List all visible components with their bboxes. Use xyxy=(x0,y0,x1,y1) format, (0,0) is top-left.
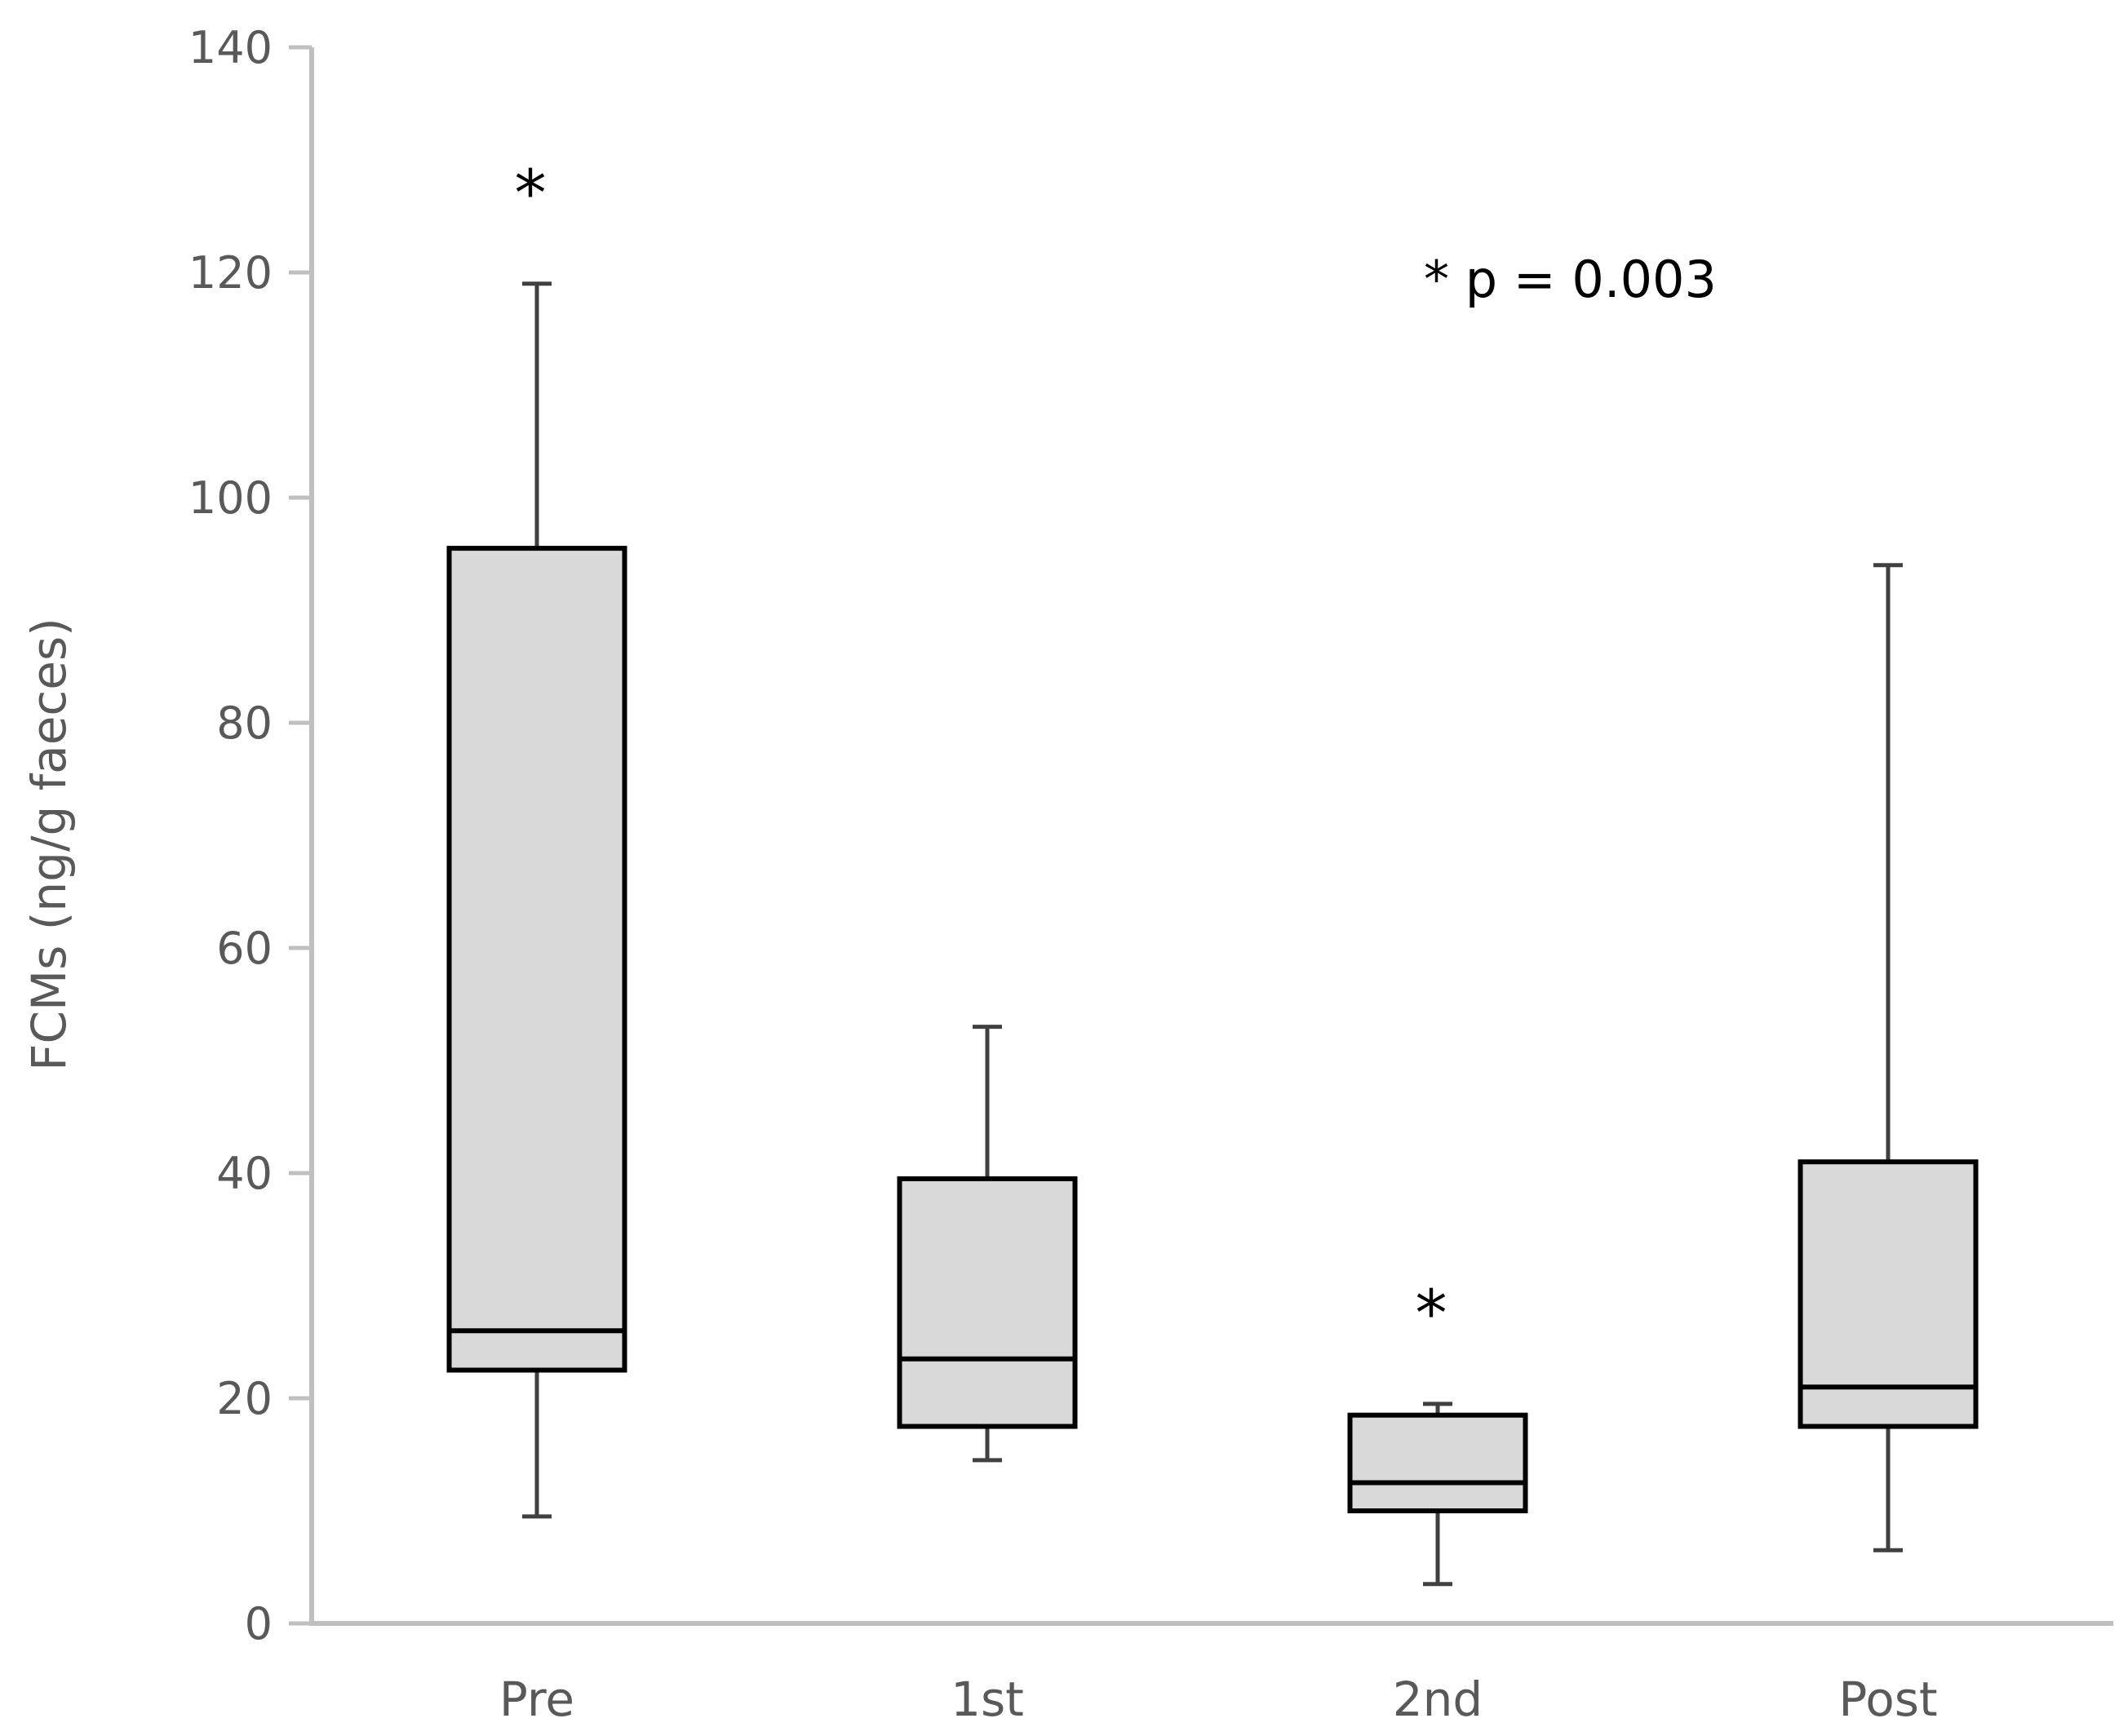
x-tick-label: 2nd xyxy=(1393,1672,1483,1727)
iqr-box xyxy=(1347,1412,1528,1513)
iqr-box xyxy=(897,1176,1078,1429)
x-tick-label: 1st xyxy=(951,1672,1024,1727)
y-tick-label: 100 xyxy=(188,472,273,524)
y-tick-label: 60 xyxy=(216,923,273,974)
x-tick-label: Pre xyxy=(499,1672,574,1727)
significance-annotation: * p = 0.003 xyxy=(1424,250,1717,309)
significance-star: * xyxy=(1416,1278,1447,1351)
labels: Pre 1st 2nd Post xyxy=(499,1672,1938,1727)
box-2nd: * xyxy=(1347,1278,1528,1587)
iqr-box xyxy=(1798,1159,1979,1429)
iqr-box xyxy=(446,546,627,1373)
y-tick-label: 40 xyxy=(216,1148,273,1199)
box-1st xyxy=(897,1025,1078,1463)
y-axis-title: FCMs (ng/g faeces) xyxy=(21,618,77,1071)
y-tick-label: 20 xyxy=(216,1373,273,1424)
significance-star: * xyxy=(515,157,547,231)
y-tick-label: 120 xyxy=(188,247,273,299)
box-pre: * xyxy=(446,157,627,1519)
boxes: ** xyxy=(446,157,1979,1587)
y-tick-label: 0 xyxy=(245,1598,273,1650)
x-tick-label: Post xyxy=(1838,1672,1937,1727)
y-tick-label: 140 xyxy=(188,22,273,73)
axes: 0 20 40 60 80 100 120 140 xyxy=(188,22,2113,1650)
y-tick-label: 80 xyxy=(216,698,273,749)
box-post xyxy=(1798,563,1979,1552)
